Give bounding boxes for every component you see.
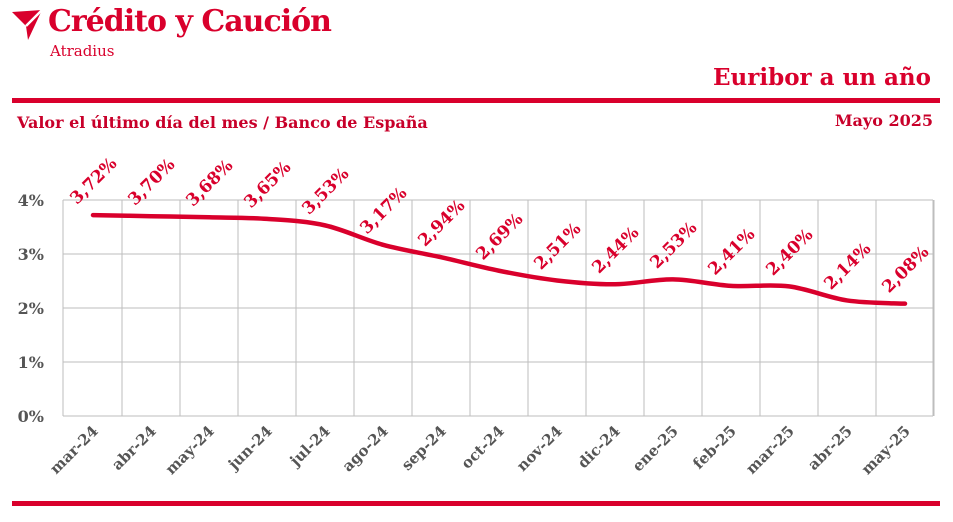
data-label: 3,53% xyxy=(298,164,353,219)
report-date: Mayo 2025 xyxy=(834,111,933,130)
x-tick-label: sep-24 xyxy=(398,422,450,474)
data-label: 2,41% xyxy=(704,225,759,280)
chart-subtitle: Valor el último día del mes / Banco de E… xyxy=(17,113,428,132)
y-tick-label: 4% xyxy=(18,191,44,210)
x-tick-label: oct-24 xyxy=(458,422,508,472)
y-tick-label: 2% xyxy=(18,299,44,318)
data-label: 3,17% xyxy=(356,184,411,239)
brand-mark-icon xyxy=(12,9,43,40)
x-tick-label: mar-25 xyxy=(742,422,798,478)
y-tick-label: 0% xyxy=(18,407,44,426)
data-label: 3,65% xyxy=(240,158,295,213)
bottom-divider xyxy=(12,501,940,506)
x-tick-label: may-25 xyxy=(858,422,914,478)
data-label: 3,70% xyxy=(124,155,179,210)
x-tick-label: mar-24 xyxy=(46,422,102,478)
x-tick-label: jul-24 xyxy=(285,422,334,471)
y-tick-label: 1% xyxy=(18,353,44,372)
x-tick-label: abr-24 xyxy=(108,422,160,474)
data-label: 2,53% xyxy=(646,218,701,273)
data-label: 2,94% xyxy=(414,196,469,251)
series-line xyxy=(90,212,908,306)
x-tick-label: ene-25 xyxy=(629,422,682,475)
x-tick-label: may-24 xyxy=(162,422,218,478)
brand-subtitle: Atradius xyxy=(50,42,115,60)
y-tick-label: 3% xyxy=(18,245,44,264)
data-label: 2,69% xyxy=(472,209,527,264)
data-label: 2,44% xyxy=(588,223,643,278)
data-label: 2,14% xyxy=(820,239,875,294)
x-tick-label: jun-24 xyxy=(223,422,276,475)
data-label: 2,51% xyxy=(530,219,585,274)
data-label: 2,08% xyxy=(878,242,933,297)
data-label: 2,40% xyxy=(762,225,817,280)
x-tick-label: nov-24 xyxy=(513,422,566,475)
x-tick-label: abr-25 xyxy=(804,422,856,474)
data-label: 3,68% xyxy=(182,156,237,211)
x-tick-label: feb-25 xyxy=(689,422,740,473)
x-tick-label: dic-24 xyxy=(574,422,624,472)
x-tick-label: ago-24 xyxy=(339,422,392,475)
top-divider xyxy=(12,98,940,103)
chart-title: Euribor a un año xyxy=(713,64,931,91)
brand-name: Crédito y Caución xyxy=(48,4,332,39)
